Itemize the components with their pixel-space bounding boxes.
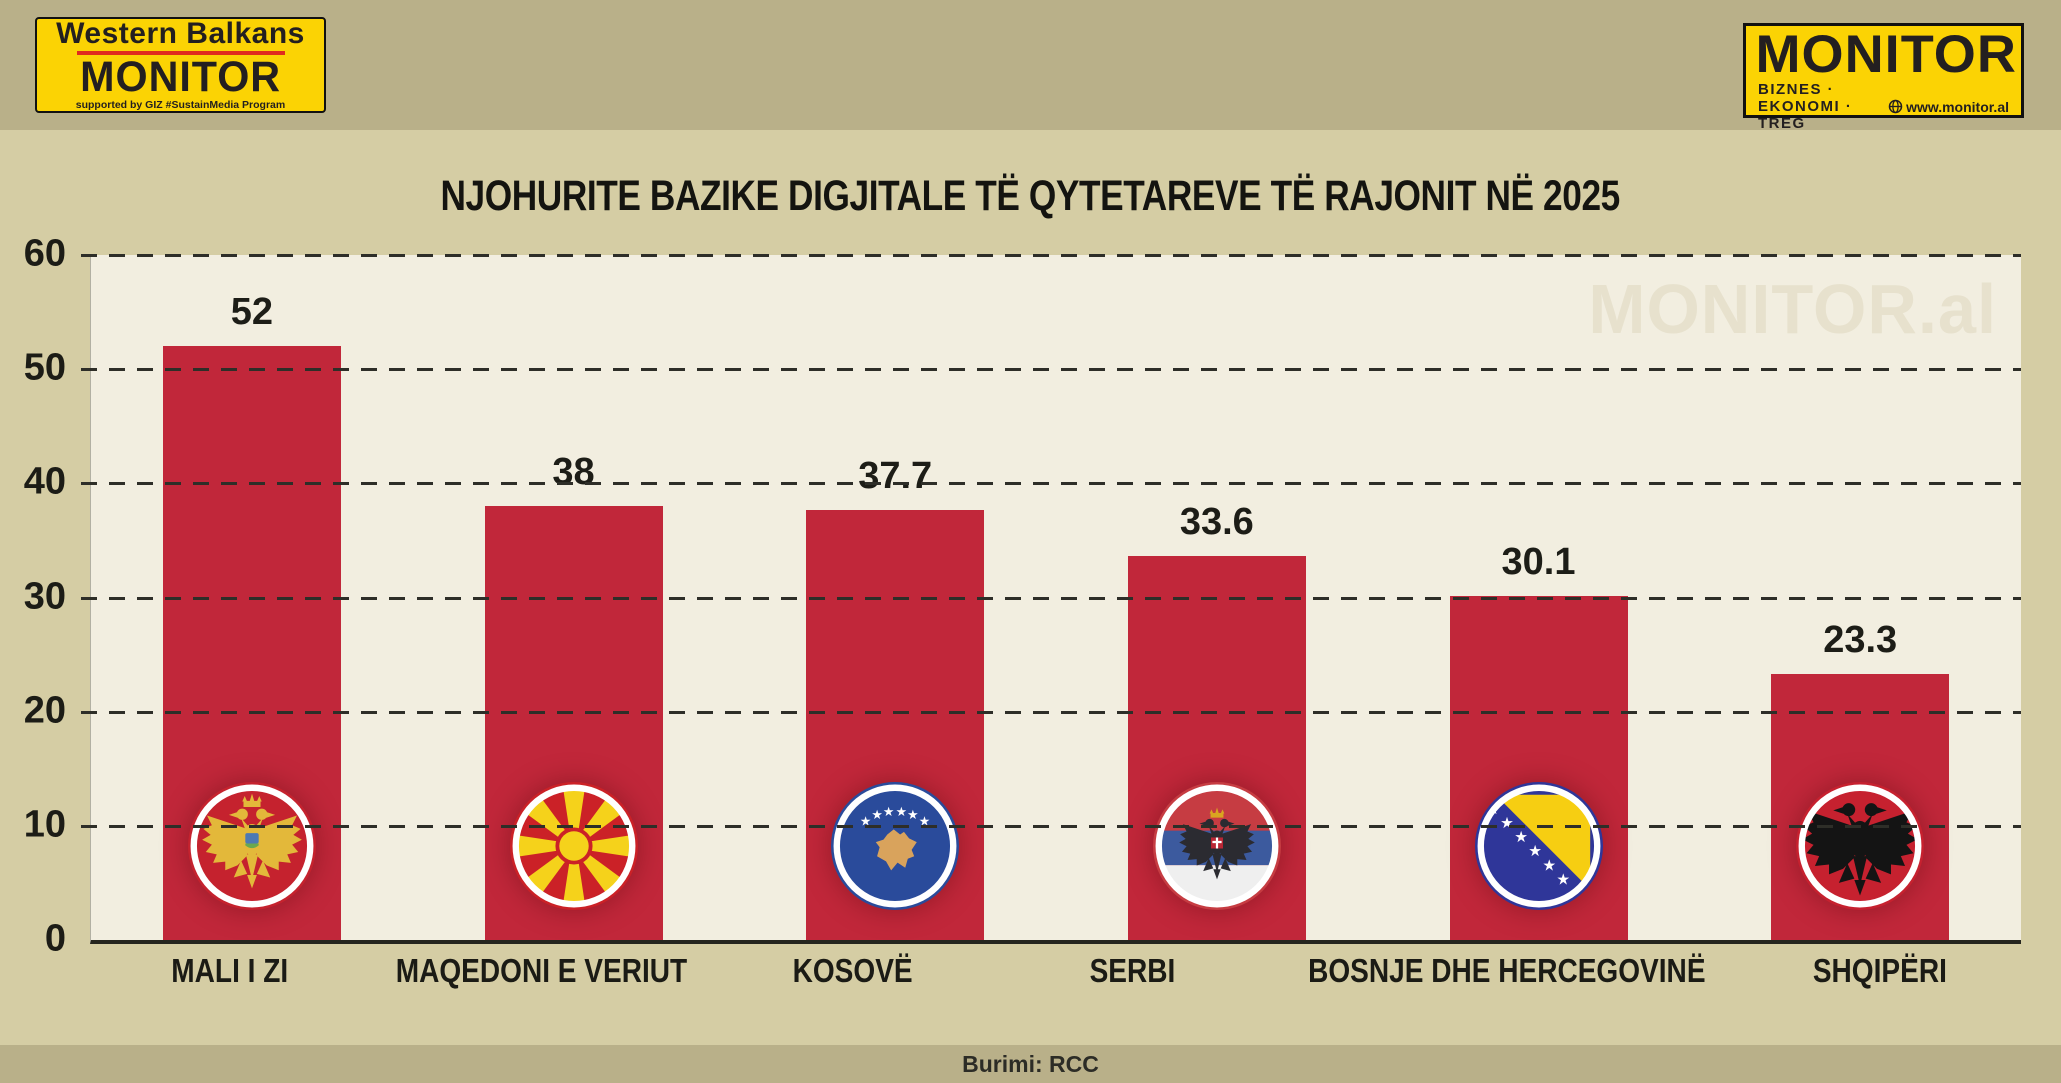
svg-text:★: ★ xyxy=(860,815,871,830)
monitor-logo-website-wrap: www.monitor.al xyxy=(1888,99,2009,115)
watermark: MONITOR.al xyxy=(1588,270,1997,348)
albania-flag-icon xyxy=(1796,782,1925,910)
bar-group: ★ ★ ★ ★ ★ ★ 30.1 xyxy=(1378,255,1700,940)
svg-text:★: ★ xyxy=(883,805,894,820)
svg-text:★: ★ xyxy=(896,805,907,820)
x-axis-label-text: SHQIPËRI xyxy=(1813,952,1948,989)
globe-icon xyxy=(1888,99,1903,114)
bar-value-label: 33.6 xyxy=(1179,501,1254,544)
kosovo-flag-icon: ★ ★ ★ ★ ★ ★ xyxy=(831,782,960,910)
svg-text:★: ★ xyxy=(1556,870,1570,888)
serbia-flag-icon xyxy=(1152,782,1281,910)
footer-strip: Burimi: RCC xyxy=(0,1045,2061,1083)
montenegro-flag-icon xyxy=(187,782,316,910)
wb-logo-red-rule xyxy=(76,51,285,55)
x-axis-label-text: BOSNJE DHE HERCEGOVINË xyxy=(1307,952,1706,989)
x-axis-label-text: MAQEDONI E VERIUT xyxy=(395,952,688,989)
western-balkans-monitor-logo: Western Balkans MONITOR supported by GIZ… xyxy=(35,17,326,113)
monitor-logo-website: www.monitor.al xyxy=(1906,98,2009,115)
svg-text:★: ★ xyxy=(1500,814,1514,832)
y-axis: 0 10 20 30 40 50 60 xyxy=(0,233,80,960)
bar-group: 52 xyxy=(91,255,413,940)
monitor-logo-bottom-row: BIZNES · EKONOMI · TREG www.monitor.al xyxy=(1758,81,2009,132)
bar xyxy=(162,346,341,940)
gridline xyxy=(81,710,2021,714)
bar-value-label: 30.1 xyxy=(1501,541,1576,584)
wb-logo-main-text: MONITOR xyxy=(80,53,281,101)
svg-text:★: ★ xyxy=(907,808,918,823)
bar-value-label: 23.3 xyxy=(1823,619,1898,661)
x-axis-label: MALI I ZI xyxy=(90,952,370,990)
bar: ★ ★ ★ ★ ★ ★ xyxy=(1449,596,1628,940)
gridline xyxy=(81,368,2021,372)
source-text: Burimi: RCC xyxy=(962,1050,1099,1077)
bar-group: ★ ★ ★ ★ ★ ★ 37.7 xyxy=(734,255,1056,940)
gridline xyxy=(81,254,2021,257)
wb-logo-sub-text: supported by GIZ #SustainMedia Program xyxy=(75,99,286,111)
chart-title-text: NJOHURITE BAZIKE DIGJITALE TË QYTETAREVE… xyxy=(440,172,1621,220)
bar-value-label: 38 xyxy=(552,451,595,494)
bar: ★ ★ ★ ★ ★ ★ xyxy=(806,509,985,940)
gridline xyxy=(81,482,2021,486)
x-axis-label: MAQEDONI E VERIUT xyxy=(370,952,713,990)
chart-title: NJOHURITE BAZIKE DIGJITALE TË QYTETAREVE… xyxy=(0,172,2061,221)
x-axis-label-text: SERBI xyxy=(1089,952,1176,989)
bar xyxy=(484,506,663,940)
x-axis-label-text: MALI I ZI xyxy=(171,952,289,989)
svg-text:★: ★ xyxy=(919,815,930,830)
monitor-logo-main-text: MONITOR xyxy=(1755,25,2017,84)
monitor-logo-tagline: BIZNES · EKONOMI · TREG xyxy=(1758,81,1853,132)
x-axis-label: SERBI xyxy=(993,952,1273,990)
y-axis-tick-label: 60 xyxy=(23,232,66,275)
y-axis-tick-label: 0 xyxy=(44,917,66,960)
bar-group: 33.6 xyxy=(1056,255,1378,940)
bar xyxy=(1771,674,1950,940)
x-axis-label: KOSOVË xyxy=(713,952,993,990)
gridline xyxy=(81,596,2021,600)
monitor-logo: MONITOR BIZNES · EKONOMI · TREG www.moni… xyxy=(1743,23,2024,132)
bar-value-label: 52 xyxy=(230,291,273,334)
plot-area: MONITOR.al 52 38 xyxy=(81,254,2021,944)
north-macedonia-flag-icon xyxy=(509,782,638,910)
bar-value-label: 37.7 xyxy=(858,454,933,497)
y-axis-tick-label: 50 xyxy=(23,346,66,389)
svg-text:★: ★ xyxy=(1528,842,1542,860)
y-axis-tick-label: 20 xyxy=(23,689,66,732)
svg-text:★: ★ xyxy=(1542,856,1556,874)
bosnia-herzegovina-flag-icon: ★ ★ ★ ★ ★ ★ xyxy=(1474,782,1603,910)
x-axis-label-text: KOSOVË xyxy=(792,952,913,989)
header-strip xyxy=(0,0,2061,130)
y-axis-tick-label: 10 xyxy=(23,803,66,846)
gridline xyxy=(81,824,2021,828)
x-axis-label: BOSNJE DHE HERCEGOVINË xyxy=(1273,952,1741,990)
y-axis-tick-label: 30 xyxy=(23,575,66,618)
svg-text:★: ★ xyxy=(872,808,883,823)
x-axis-labels: MALI I ZI MAQEDONI E VERIUT KOSOVË SERBI BOS… xyxy=(90,952,2020,990)
wb-logo-top-text: Western Balkans xyxy=(56,17,305,50)
svg-text:★: ★ xyxy=(1514,828,1528,846)
bar-group: 38 xyxy=(413,255,735,940)
y-axis-tick-label: 40 xyxy=(23,460,66,503)
bar xyxy=(1127,556,1306,940)
x-axis-label: SHQIPËRI xyxy=(1740,952,2020,990)
